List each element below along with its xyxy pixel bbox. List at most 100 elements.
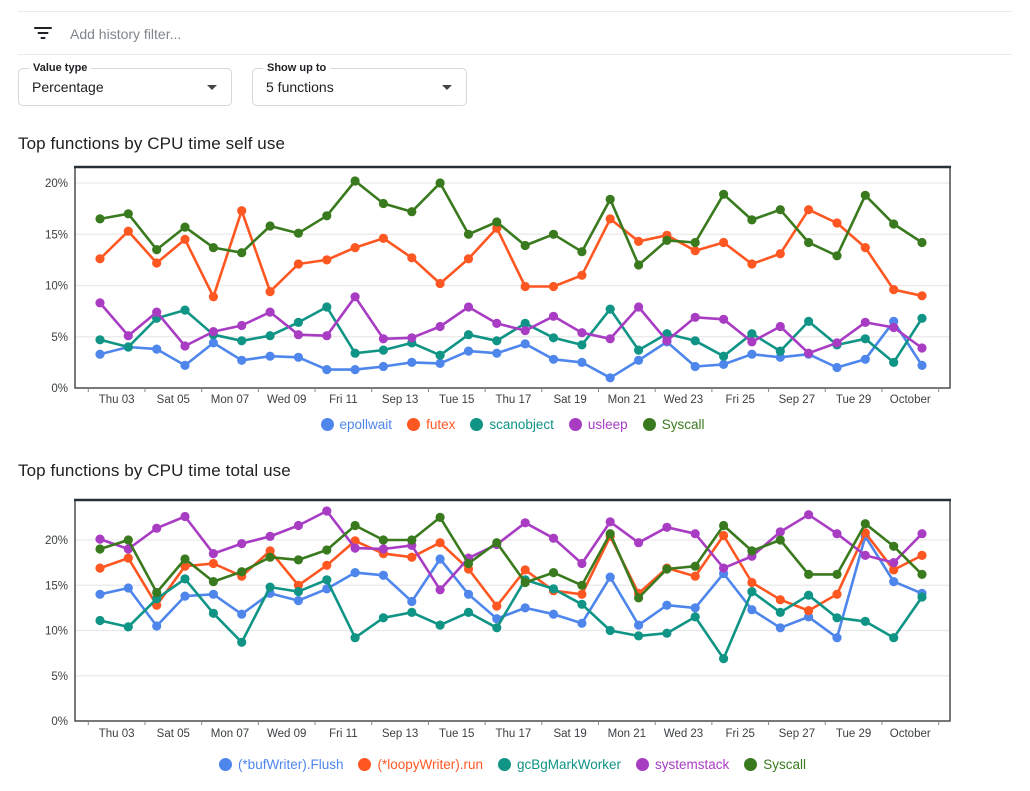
data-point-futex	[520, 281, 530, 292]
x-axis-tick-label: October	[890, 394, 931, 406]
data-point-(*bufWriter).Flush	[180, 591, 190, 601]
legend-dot-icon	[636, 757, 650, 771]
value-type-select[interactable]: Value type Percentage	[18, 61, 232, 106]
data-point-Syscall	[435, 512, 445, 522]
data-point-(*bufWriter).Flush	[123, 583, 133, 593]
legend-label: usleep	[587, 416, 628, 432]
data-point-(*bufWriter).Flush	[747, 605, 757, 615]
data-point-futex	[860, 243, 870, 253]
data-point-Syscall	[548, 568, 559, 578]
data-point-(*bufWriter).Flush	[237, 609, 247, 619]
data-point-gcBgMarkWorker	[293, 587, 303, 597]
legend-dot-icon	[358, 757, 372, 771]
x-axis-tick-label: Wed 09	[267, 728, 306, 740]
data-point-scanobject	[378, 345, 388, 355]
data-point-epollwait	[548, 354, 559, 364]
x-axis-tick-label: Mon 21	[608, 394, 646, 406]
data-point-scanobject	[492, 336, 502, 346]
data-point-(*loopyWriter).run	[775, 595, 785, 605]
data-point-scanobject	[917, 313, 927, 323]
legend-label: systemstack	[655, 756, 730, 772]
data-point-Syscall	[293, 555, 303, 565]
x-axis-tick-label: Mon 07	[211, 728, 249, 740]
data-point-gcBgMarkWorker	[378, 613, 388, 623]
data-point-(*loopyWriter).run	[492, 601, 502, 611]
x-axis-tick-label: Tue 29	[836, 394, 871, 406]
data-point-Syscall	[775, 535, 785, 545]
data-point-(*bufWriter).Flush	[690, 603, 700, 613]
legend-item: systemstack	[636, 757, 729, 772]
data-point-(*loopyWriter).run	[520, 565, 530, 575]
data-point-Syscall	[690, 561, 700, 571]
data-point-(*bufWriter).Flush	[520, 603, 530, 613]
history-filter-bar[interactable]: Add history filter...	[34, 22, 181, 46]
legend-label: epollwait	[339, 416, 393, 432]
data-point-(*loopyWriter).run	[180, 561, 190, 571]
y-axis-tick-label: 10%	[45, 281, 68, 293]
chart-canvas-total-use[interactable]: 0% 5% 10% 15% 20% Thu 03 Sat 05 Mon 07 Wed 09 Fri…	[0, 488, 1030, 746]
show-up-to-label: Show up to	[263, 61, 331, 75]
data-point-Syscall	[350, 176, 360, 186]
history-filter-input[interactable]: Add history filter...	[70, 26, 182, 42]
data-point-scanobject	[605, 304, 615, 314]
data-point-(*bufWriter).Flush	[832, 633, 842, 643]
data-point-(*bufWriter).Flush	[95, 589, 105, 599]
data-point-gcBgMarkWorker	[463, 607, 474, 617]
data-point-usleep	[634, 302, 644, 312]
data-point-futex	[95, 254, 105, 264]
legend-item: epollwait	[320, 416, 393, 432]
data-point-systemstack	[208, 549, 218, 559]
data-point-Syscall	[208, 243, 218, 253]
data-point-systemstack	[719, 563, 729, 573]
x-axis-tick-label: Thu 17	[496, 394, 532, 406]
data-point-futex	[237, 206, 247, 216]
data-point-scanobject	[350, 348, 360, 358]
x-axis-tick-label: Sat 05	[157, 728, 190, 740]
x-axis-tick-label: Sep 13	[382, 728, 418, 740]
legend-item: gcBgMarkWorker	[498, 757, 621, 772]
data-point-(*loopyWriter).run	[917, 550, 927, 560]
series-line-Syscall	[99, 179, 923, 267]
data-point-scanobject	[804, 316, 814, 326]
data-point-Syscall	[690, 237, 700, 248]
chart-canvas-self-use[interactable]: 0% 5% 10% 15% 20% Thu 03 Sat 05 Mon 07 Wed 09 Fri…	[0, 160, 1030, 412]
series-line-systemstack	[99, 509, 923, 592]
data-point-Syscall	[180, 554, 190, 564]
data-point-futex	[605, 214, 615, 224]
data-point-Syscall	[917, 569, 927, 579]
data-point-epollwait	[407, 357, 417, 367]
data-point-usleep	[180, 341, 190, 351]
series-line-gcBgMarkWorker	[99, 577, 924, 660]
data-point-gcBgMarkWorker	[95, 615, 105, 626]
x-axis-tick-label: Sep 13	[382, 394, 418, 406]
data-point-usleep	[520, 326, 530, 336]
data-point-epollwait	[747, 349, 757, 359]
data-point-systemstack	[293, 520, 303, 531]
data-point-scanobject	[463, 330, 474, 340]
data-point-gcBgMarkWorker	[690, 612, 700, 622]
data-point-Syscall	[123, 209, 133, 219]
data-point-Syscall	[860, 519, 870, 529]
data-point-scanobject	[860, 334, 870, 344]
legend-dot-icon	[407, 417, 421, 431]
data-point-Syscall	[804, 237, 814, 248]
top-divider	[18, 11, 1012, 12]
y-axis-tick-label: 5%	[51, 332, 68, 344]
data-point-(*bufWriter).Flush	[350, 568, 360, 578]
data-point-Syscall	[152, 587, 162, 598]
series-line-Syscall	[99, 516, 923, 600]
x-axis-tick-label: Wed 23	[664, 394, 703, 406]
data-point-(*loopyWriter).run	[860, 528, 870, 538]
data-point-usleep	[690, 312, 700, 322]
data-point-gcBgMarkWorker	[775, 607, 785, 617]
x-axis-tick-label: Mon 07	[211, 394, 249, 406]
show-up-to-select[interactable]: Show up to 5 functions	[252, 61, 467, 106]
legend-label: futex	[426, 416, 456, 432]
data-point-epollwait	[152, 344, 162, 354]
data-point-gcBgMarkWorker	[605, 625, 615, 636]
chart-title-self-use: Top functions by CPU time self use	[18, 134, 286, 153]
data-point-scanobject	[265, 331, 275, 341]
legend-dot-icon	[320, 417, 334, 431]
data-point-gcBgMarkWorker	[350, 633, 360, 643]
